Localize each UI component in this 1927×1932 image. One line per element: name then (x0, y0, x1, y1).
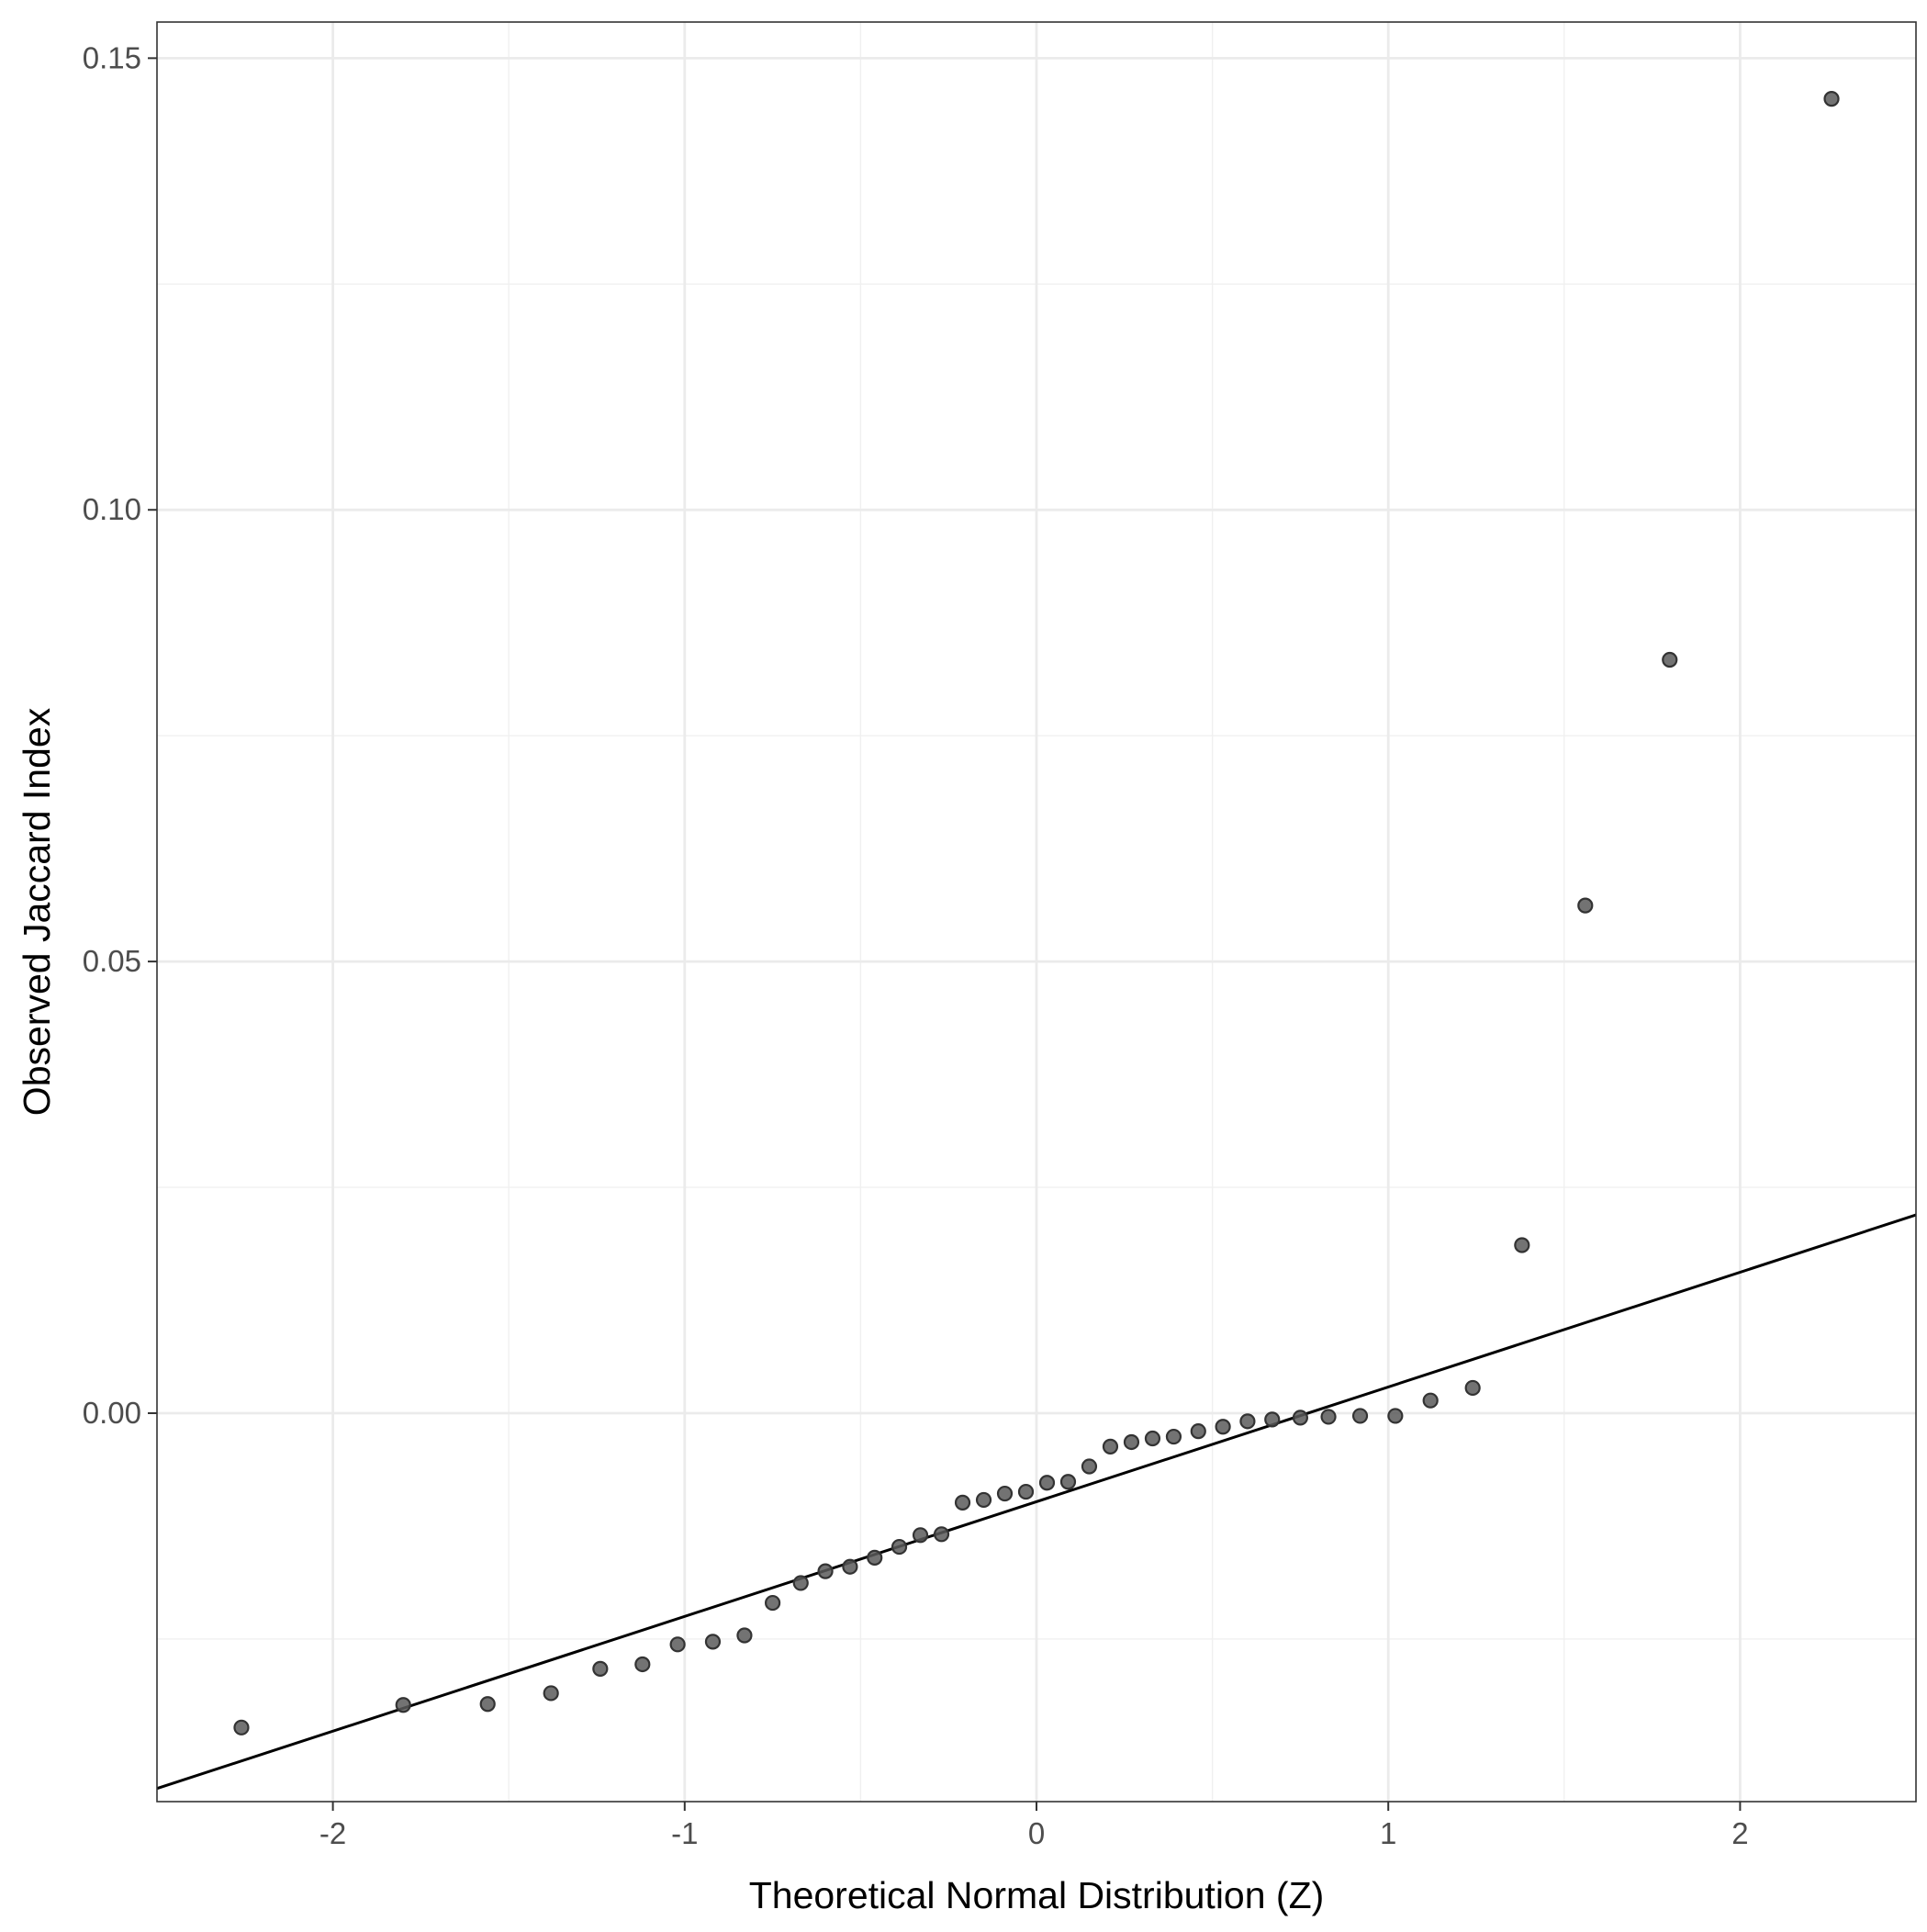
data-point (1320, 1409, 1337, 1425)
data-point (764, 1594, 781, 1612)
x-tick-label: 1 (1380, 1816, 1396, 1850)
data-point (669, 1636, 686, 1653)
y-tick-label: 0.10 (83, 492, 141, 526)
data-point (954, 1494, 971, 1511)
data-point (1422, 1392, 1439, 1409)
data-point (1464, 1379, 1481, 1397)
data-point (1144, 1430, 1161, 1447)
data-point (233, 1719, 250, 1735)
x-tick-label: 2 (1731, 1816, 1748, 1850)
data-point (634, 1656, 651, 1673)
data-point (1662, 651, 1678, 668)
data-point (1017, 1483, 1035, 1500)
y-axis-title: Observed Jaccard Index (16, 707, 58, 1116)
data-point (1102, 1438, 1119, 1455)
data-point (996, 1485, 1014, 1502)
data-point (1059, 1474, 1077, 1490)
qq-reference-line (156, 1213, 1917, 1791)
axes: -2 -1 0 1 2 0.00 0.05 0.10 0.15 (83, 40, 1749, 1850)
data-point (817, 1563, 834, 1579)
data-point (1081, 1458, 1098, 1475)
data-point (1165, 1428, 1182, 1445)
data-point (1190, 1423, 1206, 1440)
data-point (842, 1558, 858, 1575)
data-point (792, 1575, 809, 1591)
data-point (395, 1697, 411, 1713)
grid (157, 22, 1916, 1802)
data-point (736, 1627, 753, 1644)
data-point (1387, 1408, 1404, 1424)
data-point (1239, 1413, 1256, 1430)
data-point (1823, 91, 1840, 107)
x-tick-label: 0 (1028, 1816, 1045, 1850)
y-tick-label: 0.15 (83, 40, 141, 74)
reference-line-layer (156, 1213, 1917, 1791)
data-point (1123, 1433, 1140, 1451)
x-tick-label: -2 (319, 1816, 346, 1850)
data-point (933, 1526, 950, 1543)
data-point (1351, 1408, 1369, 1424)
x-tick-label: -1 (671, 1816, 698, 1850)
data-point (891, 1538, 908, 1556)
data-point (479, 1696, 496, 1713)
data-point (1577, 897, 1594, 914)
data-point (1264, 1411, 1281, 1428)
data-point (1514, 1237, 1530, 1253)
data-point (543, 1685, 559, 1702)
data-point (867, 1549, 883, 1566)
data-point (1038, 1475, 1056, 1491)
x-axis-title: Theoretical Normal Distribution (Z) (749, 1874, 1325, 1916)
y-tick-label: 0.00 (83, 1396, 141, 1430)
data-point (975, 1491, 992, 1509)
data-point (704, 1634, 722, 1650)
data-point (912, 1527, 929, 1544)
data-point (1215, 1419, 1231, 1435)
data-point (592, 1660, 609, 1677)
data-point (1292, 1410, 1309, 1426)
points-layer (233, 91, 1840, 1735)
y-tick-label: 0.05 (83, 944, 141, 978)
